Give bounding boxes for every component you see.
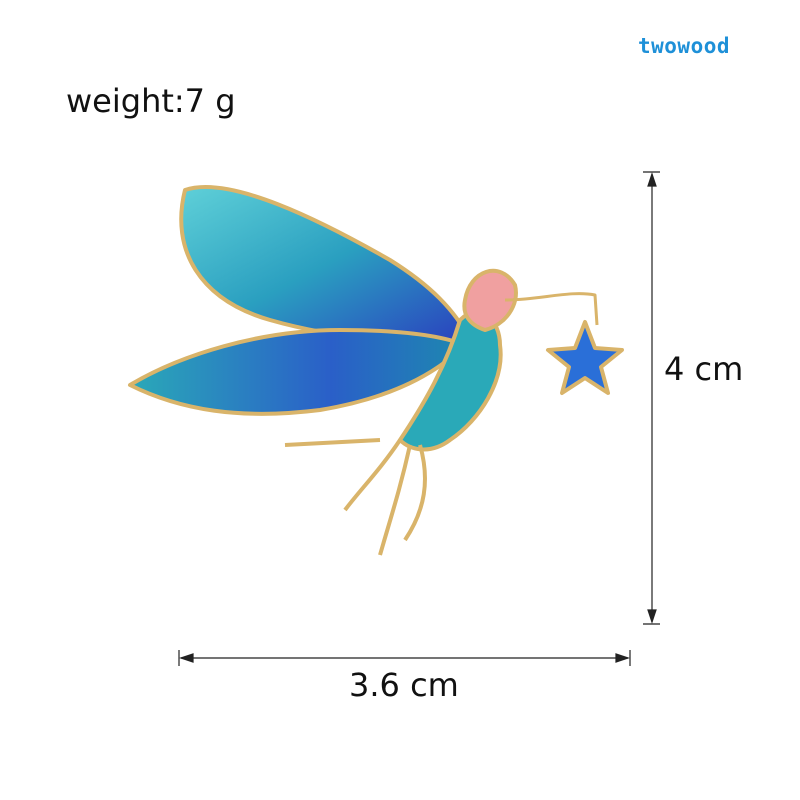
star-charm xyxy=(546,320,624,395)
legs xyxy=(284,438,427,556)
width-label: 3.6 cm xyxy=(349,666,459,704)
wand xyxy=(504,292,599,326)
head xyxy=(462,268,518,332)
height-dimension-line xyxy=(643,171,660,625)
fairy-brooch xyxy=(128,185,624,556)
brand-logo: twowood xyxy=(638,34,731,58)
lower-wing xyxy=(128,328,467,416)
upper-wing xyxy=(179,185,472,344)
height-label: 4 cm xyxy=(664,350,744,388)
weight-label: weight:7 g xyxy=(66,82,236,120)
width-dimension-line xyxy=(178,650,631,666)
